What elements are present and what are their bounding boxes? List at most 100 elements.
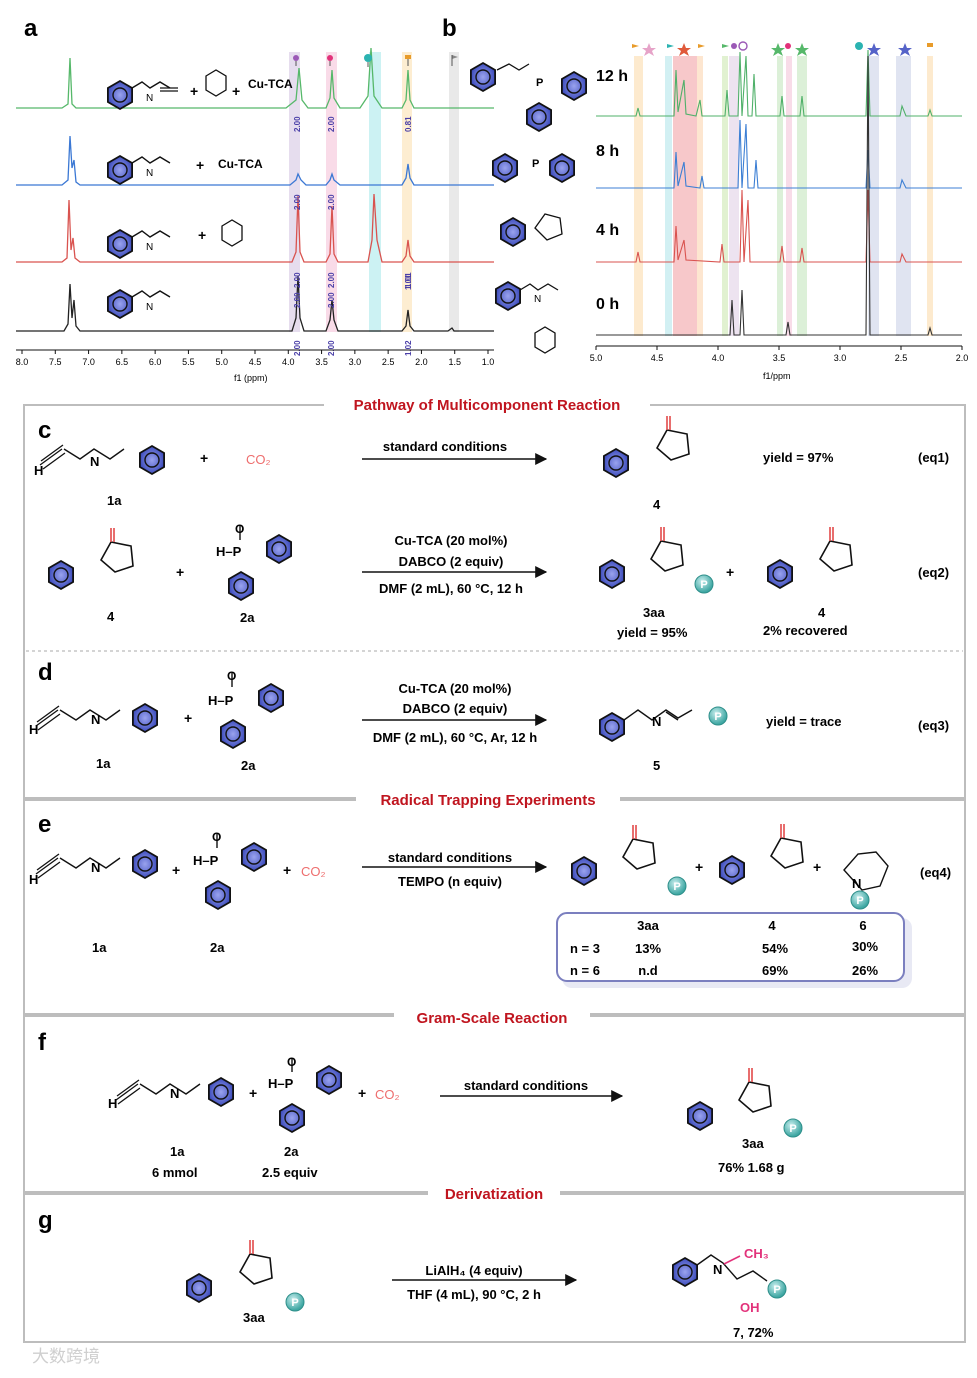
tbl-r2-3: 26% bbox=[852, 963, 878, 978]
int-4-5: 2.00 bbox=[327, 340, 336, 356]
gram-r2: 2a bbox=[284, 1144, 299, 1159]
int-4-3: 1.01 bbox=[404, 274, 413, 290]
int-2-1: 2.00 bbox=[293, 194, 302, 210]
svg-text:+: + bbox=[358, 1085, 366, 1101]
mol-icons-a: N Cu-TCA + + N + Cu-TCA N + N bbox=[107, 69, 293, 319]
eq3-yield: yield = trace bbox=[766, 714, 842, 729]
time-8h: 8 h bbox=[596, 143, 619, 160]
nh-eq1: N bbox=[90, 454, 99, 469]
eq3-cond2: DABCO (2 equiv) bbox=[403, 701, 508, 716]
eq4-r1: 1a bbox=[92, 940, 107, 955]
deriv-product: 7, 72% bbox=[733, 1325, 774, 1340]
eq3-cond1: Cu-TCA (20 mol%) bbox=[399, 681, 512, 696]
panel-label-d: d bbox=[38, 659, 53, 686]
axis-tick-label: 5.0 bbox=[215, 357, 228, 367]
svg-text:+: + bbox=[200, 450, 208, 466]
section-deriv: Derivatization bbox=[445, 1186, 543, 1203]
eq3-label: (eq3) bbox=[918, 718, 949, 733]
axis-tick-label: 7.5 bbox=[49, 357, 62, 367]
eq4-cond1: standard conditions bbox=[388, 850, 512, 865]
axis-tick-label: 2.0 bbox=[956, 353, 969, 363]
tempo-n: N bbox=[852, 876, 861, 891]
eq2-o: O bbox=[235, 522, 244, 536]
nh-4: N bbox=[146, 302, 153, 313]
tbl-r1-3: 30% bbox=[852, 939, 878, 954]
eq2: 4 + H–P O 2a Cu-TCA (20 mol%) DABCO (2 e… bbox=[48, 522, 949, 640]
p-atom-b2: P bbox=[532, 158, 539, 170]
peak-markers-b bbox=[632, 41, 933, 56]
deriv-reagent: 3aa bbox=[243, 1310, 265, 1325]
tbl-h-1: 3aa bbox=[637, 918, 659, 933]
spectrum-b-8h bbox=[596, 119, 962, 189]
axis-a-unit: f1 (ppm) bbox=[234, 373, 268, 383]
panel-label-c: c bbox=[38, 417, 51, 444]
eq2-cond1: Cu-TCA (20 mol%) bbox=[395, 533, 508, 548]
axis-tick-label: 4.5 bbox=[651, 353, 664, 363]
int-3-3: 1.01 bbox=[404, 272, 413, 288]
gram-r2-amt: 2.5 equiv bbox=[262, 1165, 318, 1180]
eq2-label: (eq2) bbox=[918, 565, 949, 580]
tbl-r2-2: 69% bbox=[762, 963, 788, 978]
eq3-hp: H–P bbox=[208, 693, 234, 708]
int-2-2: 2.00 bbox=[327, 194, 336, 210]
eq3: H N 1a + H–P O 2a Cu-TCA (20 mol%) DABCO… bbox=[29, 669, 949, 773]
nh-gram: N bbox=[170, 1086, 179, 1101]
eq4-cond2: TEMPO (n equiv) bbox=[398, 874, 502, 889]
panel-label-b: b bbox=[442, 15, 457, 42]
axis-tick-label: 4.0 bbox=[282, 357, 295, 367]
tbl-r1-2: 54% bbox=[762, 941, 788, 956]
axis-tick-label: 6.5 bbox=[116, 357, 129, 367]
gram-scheme: H N 1a 6 mmol + H–P O 2a 2.5 equiv + CO₂… bbox=[108, 1055, 803, 1180]
section-gram: Gram-Scale Reaction bbox=[417, 1010, 568, 1027]
svg-text:+: + bbox=[176, 564, 184, 580]
structures-b: P P N bbox=[469, 62, 587, 354]
int-top-1: 2.00 bbox=[293, 116, 302, 132]
axis-tick-label: 5.0 bbox=[590, 353, 603, 363]
eq2-cond3: DMF (2 mL), 60 °C, 12 h bbox=[379, 581, 523, 596]
int-top-3: 0.81 bbox=[404, 116, 413, 132]
result-table bbox=[556, 912, 905, 982]
svg-text:+: + bbox=[283, 862, 291, 878]
deriv-n: N bbox=[713, 1262, 722, 1277]
eq4-label: (eq4) bbox=[920, 865, 951, 880]
spectrum-b-12h bbox=[596, 49, 962, 117]
svg-text:+: + bbox=[726, 564, 734, 580]
spectrum-top bbox=[16, 47, 494, 109]
deriv-cond2: THF (4 mL), 90 °C, 2 h bbox=[407, 1287, 541, 1302]
eq2-cond2: DABCO (2 equiv) bbox=[399, 554, 504, 569]
section-pathway: Pathway of Multicomponent Reaction bbox=[354, 397, 621, 414]
spectrum-third bbox=[16, 193, 494, 263]
int-4-2: 2.00 bbox=[327, 292, 336, 308]
spectrum-b-4h bbox=[596, 189, 962, 263]
int-3-1: 2.00 bbox=[293, 272, 302, 288]
svg-text:+: + bbox=[184, 710, 192, 726]
eq1-cond: standard conditions bbox=[383, 439, 507, 454]
eq1-product: 4 bbox=[653, 497, 661, 512]
tbl-r1-1: 13% bbox=[635, 941, 661, 956]
eq2-r1: 4 bbox=[107, 609, 115, 624]
eq2-p1-yield: yield = 95% bbox=[617, 625, 688, 640]
axis-tick-label: 2.5 bbox=[382, 357, 395, 367]
spectrum-b-0h bbox=[596, 55, 962, 336]
axis-b-unit: f1/ppm bbox=[763, 371, 791, 381]
deriv-ch3: CH₃ bbox=[744, 1246, 769, 1261]
axis-tick-label: 3.5 bbox=[315, 357, 328, 367]
axis-tick-label: 3.5 bbox=[773, 353, 786, 363]
eq4-o: O bbox=[212, 830, 221, 844]
int-3-2: 2.00 bbox=[327, 272, 336, 288]
int-4-1: 2.00 bbox=[293, 292, 302, 308]
eq3-r1: 1a bbox=[96, 756, 111, 771]
axis-tick-label: 8.0 bbox=[16, 357, 29, 367]
nh-eq3: N bbox=[91, 712, 100, 727]
gram-r1-amt: 6 mmol bbox=[152, 1165, 198, 1180]
axis-tick-label: 1.5 bbox=[448, 357, 461, 367]
tbl-h-2: 4 bbox=[768, 918, 776, 933]
svg-text:+: + bbox=[695, 859, 703, 875]
nh-2: N bbox=[146, 168, 153, 179]
h-terminal-1: H bbox=[34, 463, 43, 478]
deriv-oh: OH bbox=[740, 1300, 760, 1315]
deriv-scheme: 3aa LiAlH₄ (4 equiv) THF (4 mL), 90 °C, … bbox=[185, 1239, 787, 1340]
gram-yield: 76% 1.68 g bbox=[718, 1160, 785, 1175]
svg-text:+: + bbox=[172, 862, 180, 878]
eq1-co2: CO₂ bbox=[246, 452, 271, 467]
